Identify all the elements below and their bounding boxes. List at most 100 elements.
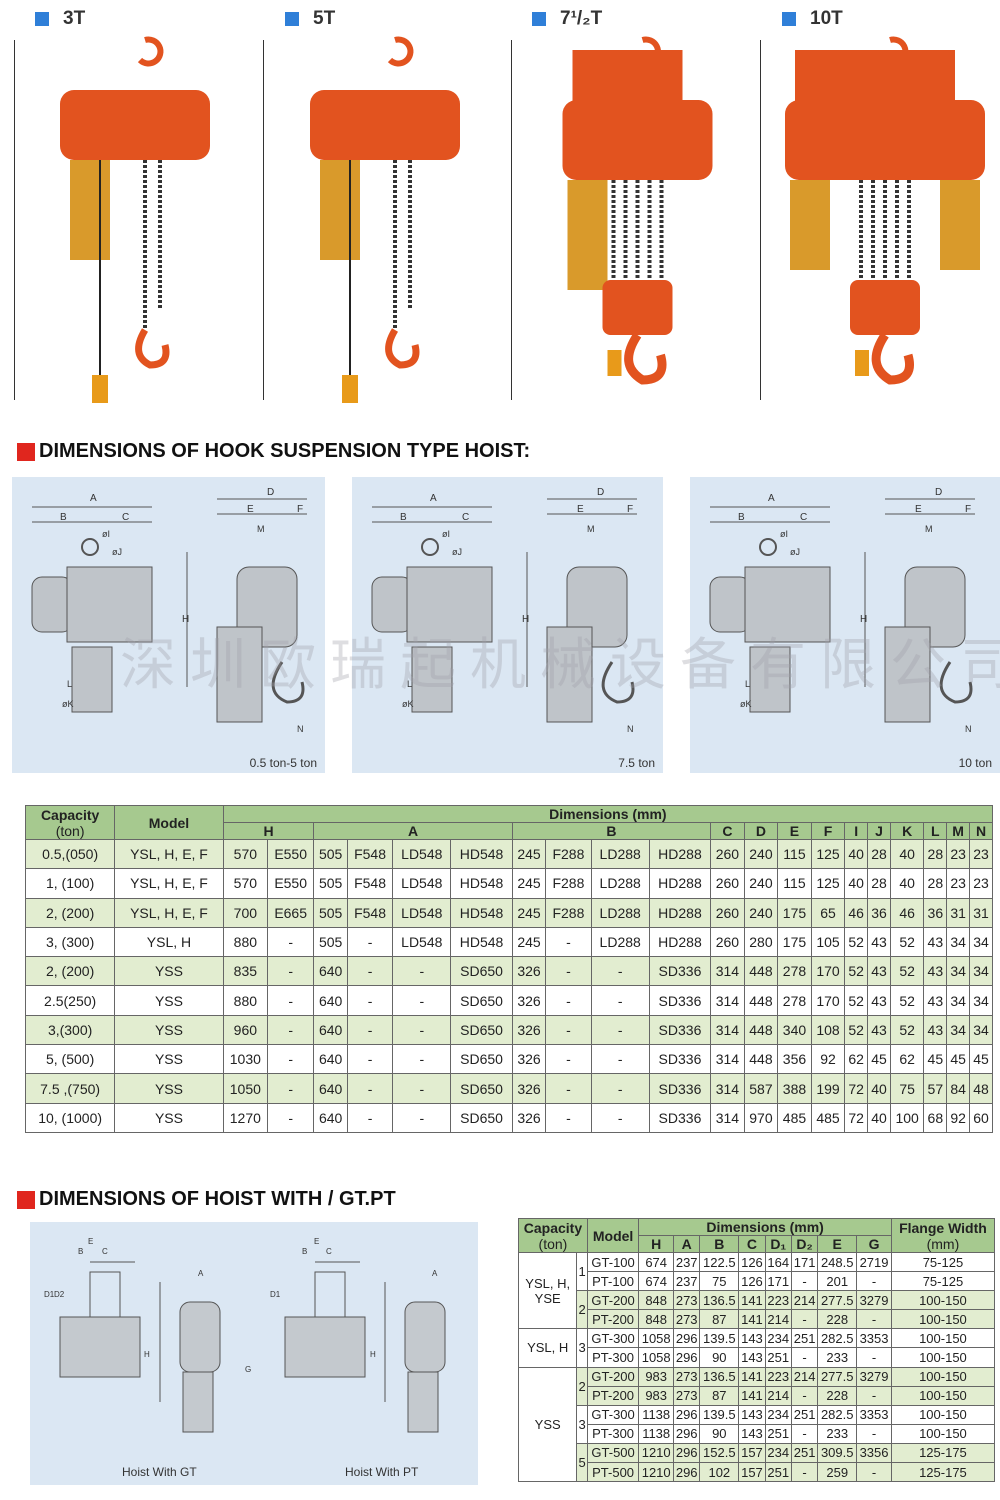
dimension-cell: 251	[764, 1462, 792, 1483]
dimension-label: N	[297, 724, 304, 734]
flange-width-cell: 125-175	[890, 1442, 996, 1464]
capacity-cell: 3, (300)	[24, 926, 116, 958]
dimension-cell: -	[856, 1347, 892, 1368]
header-row: Capacity (ton) Model Dimensions (mm) Flange …	[518, 1218, 996, 1253]
dimension-cell: F548	[346, 838, 394, 870]
dimension-cell: 1138	[638, 1423, 675, 1444]
dimension-cell: SD336	[648, 1102, 712, 1133]
hoist-photo	[785, 36, 985, 385]
model-cell: PT-500	[586, 1462, 640, 1483]
dimension-cell: -	[266, 1044, 315, 1075]
table-row: PT-100 674 237 75 126 171-201-75-125	[519, 1271, 996, 1292]
dimension-cell: 31	[969, 897, 993, 928]
model-cell: PT-200	[586, 1385, 640, 1406]
dimension-cell: 60	[969, 1102, 993, 1133]
dimension-col-header: H	[222, 822, 315, 840]
dimension-cell: 640	[313, 1073, 348, 1104]
dimension-cell: 587	[743, 1073, 779, 1104]
dimension-cell: SD650	[450, 985, 513, 1016]
flange-width-cell: 100-150	[890, 1309, 996, 1330]
dimension-cell: 31	[946, 897, 971, 928]
dimension-cell: 43	[923, 985, 948, 1016]
dimension-cell: -	[392, 956, 452, 987]
capacity-cell: 3	[576, 1404, 588, 1444]
dimension-label: C	[102, 1247, 108, 1256]
dimension-cell: 45	[969, 1044, 993, 1075]
flange-width-cell: 100-150	[890, 1385, 996, 1406]
dimension-cell: 28	[923, 868, 948, 899]
dimension-cell: 136.5	[699, 1366, 740, 1387]
dimension-label: B	[738, 512, 745, 523]
dimension-cell: 52	[889, 985, 925, 1016]
dimension-cell: 75	[699, 1271, 740, 1292]
dimension-label: E	[314, 1237, 319, 1246]
dimension-cell: 314	[710, 1102, 745, 1133]
dimension-label: D	[597, 487, 604, 498]
dimension-cell: SD650	[450, 956, 513, 987]
capacity-cell: 3	[576, 1328, 588, 1368]
flange-width-cell: 100-150	[890, 1290, 996, 1311]
dimension-label: D2	[54, 1290, 65, 1299]
dimension-label: F	[627, 504, 633, 515]
dimension-cell: 28	[923, 838, 948, 870]
dimension-cell: 640	[313, 985, 348, 1016]
dimension-cell: F288	[545, 897, 592, 928]
dimension-cell: SD650	[450, 1044, 513, 1075]
dimension-col-header: D	[743, 822, 779, 840]
dimension-cell: 2719	[856, 1251, 892, 1273]
model-cell: YSL, H, E, F	[114, 838, 224, 870]
blue-square-icon	[285, 12, 299, 26]
dimensions-header: Dimensions (mm)	[222, 805, 994, 823]
dimension-cell: 115	[777, 838, 812, 870]
dimension-label: N	[965, 724, 972, 734]
dimension-cell: 108	[810, 1014, 846, 1046]
dimension-cell: 233	[817, 1347, 858, 1368]
table-row: 7.5 ,(750) YSS 1050-640- - SD650 326- - SD336 31…	[24, 1073, 993, 1104]
model-cell: YSS	[114, 1044, 224, 1075]
dimension-cell: 139.5	[699, 1404, 740, 1425]
dimension-cell: -	[346, 985, 394, 1016]
table-row: PT-200 983 273 87 141 214-228-100-150	[519, 1385, 996, 1406]
dimension-label: øK	[62, 699, 74, 709]
dimension-cell: SD650	[450, 1014, 513, 1046]
dimension-cell: 505	[313, 926, 348, 958]
dimension-cell: 448	[743, 1044, 779, 1075]
dimension-cell: 1210	[638, 1442, 675, 1464]
dimension-cell: 175	[777, 897, 812, 928]
dimension-label: A	[768, 493, 775, 504]
dimension-cell: 260	[710, 926, 745, 958]
dimension-cell: LD548	[392, 838, 452, 870]
dimension-cell: 40	[844, 838, 869, 870]
dimension-label: A	[90, 493, 97, 504]
hoist-body	[785, 100, 985, 180]
capacity-cell: 2.5(250)	[24, 985, 116, 1016]
blue-square-icon	[532, 12, 546, 26]
dimension-cell: 278	[777, 985, 812, 1016]
dimension-cell: 65	[810, 897, 846, 928]
dimension-label: M	[925, 524, 933, 534]
table-row: PT-300 1058 296 90 143 251-233-100-150	[519, 1347, 996, 1368]
dimension-cell: 296	[673, 1423, 701, 1444]
dimension-cell: LD548	[392, 926, 452, 958]
dimension-cell: 126	[738, 1271, 766, 1292]
dimension-cell: 296	[673, 1462, 701, 1483]
product-label-text: 5T	[313, 8, 336, 29]
dimension-cell: 143	[738, 1347, 766, 1368]
dimension-cell: 251	[790, 1328, 819, 1349]
hoist-body	[562, 100, 713, 180]
product-label-10t: 10T	[782, 8, 843, 30]
dimension-cell: 52	[889, 1014, 925, 1046]
dimension-cell: LD288	[590, 868, 650, 899]
dimension-cell: SD650	[450, 1073, 513, 1104]
dimension-cell: 296	[673, 1442, 701, 1464]
dimension-cell: 122.5	[699, 1251, 740, 1273]
table-row: PT-300 1138 296 90 143 251-233-100-150	[519, 1423, 996, 1444]
dimension-cell: -	[590, 1102, 650, 1133]
dimension-label: C	[122, 512, 129, 523]
dimension-cell: LD548	[392, 897, 452, 928]
dimension-cell: 237	[673, 1271, 701, 1292]
dimension-cell: 201	[817, 1271, 858, 1292]
dimension-cell: 125	[810, 838, 846, 870]
dimension-cell: 45	[946, 1044, 971, 1075]
